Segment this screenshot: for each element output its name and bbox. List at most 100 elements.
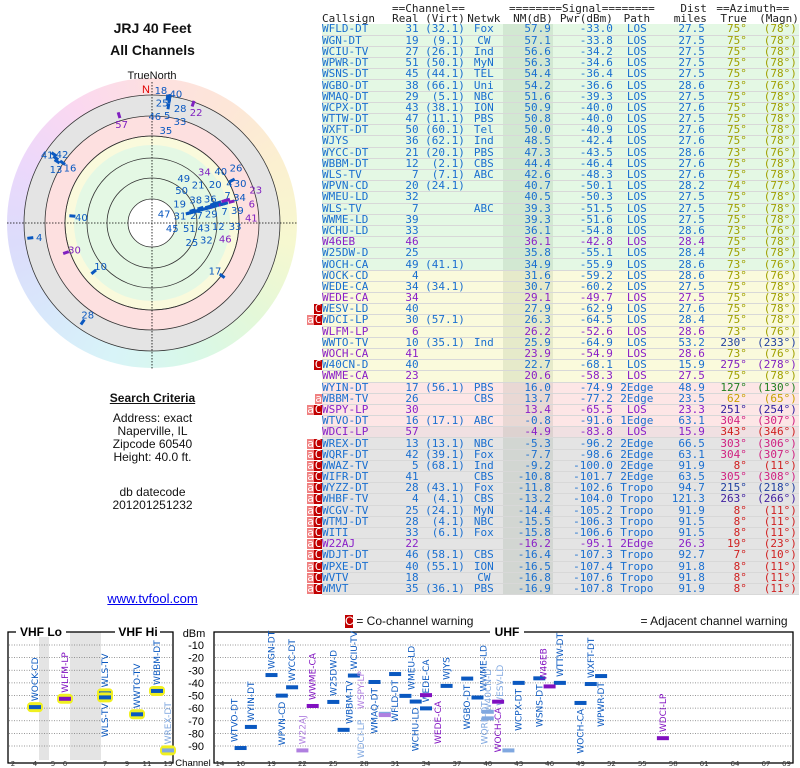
cell-pwr: -40.0: [552, 102, 613, 115]
station-row[interactable]: aC WTMJ-DT 28 (4.1) NBC -15.5 -106.3 Tropo 91.5 8…: [300, 516, 799, 528]
cell-pwr: -46.4: [552, 158, 613, 170]
station-row[interactable]: WPWR-DT 51 (50.1) MyN 56.3 -34.6 LOS 27.5 75° (78…: [300, 57, 799, 70]
station-row[interactable]: WOCH-CA 41 23.9 -54.9 LOS 28.6 73° (76°): [300, 348, 799, 361]
warning-marks: [300, 292, 322, 304]
warning-marks: [300, 326, 322, 338]
station-row[interactable]: WEDE-CA 34 (34.1) 30.7 -60.2 LOS 27.5 75° (78°): [300, 281, 799, 294]
station-row[interactable]: WEDE-CA 34 29.1 -49.7 LOS 27.5 75° (78°): [300, 292, 799, 305]
station-row[interactable]: WBBM-DT 12 (2.1) CBS 44.4 -46.4 LOS 27.6 75° (78°…: [300, 158, 799, 170]
station-row[interactable]: WCPX-DT 43 (38.1) ION 50.9 -40.0 LOS 27.6 75° (78…: [300, 102, 799, 115]
band-label-bg: [16, 625, 66, 637]
cell-path: Tropo: [612, 561, 661, 573]
cell-dist: 23.5: [660, 393, 707, 405]
station-row[interactable]: WTVO-DT 16 (17.1) ABC -0.8 -91.6 1Edge 63.1 304°…: [300, 415, 799, 428]
cell-m: (65°): [746, 393, 799, 405]
station-row[interactable]: WCIU-TV 27 (26.1) Ind 56.6 -34.2 LOS 27.5 75° (78…: [300, 46, 799, 59]
station-row[interactable]: WOCH-CA 49 (41.1) 34.9 -55.9 LOS 28.6 73° (76°): [300, 258, 799, 271]
cell-path: LOS: [612, 124, 661, 137]
station-row[interactable]: WSNS-DT 45 (44.1) TEL 54.4 -36.4 LOS 27.5 75° (78…: [300, 68, 799, 81]
station-row[interactable]: aC WHBF-TV 4 (4.1) CBS -13.2 -104.0 Tropo 121.3 2…: [300, 493, 799, 506]
tvfool-link[interactable]: www.tvfool.com: [107, 591, 198, 606]
cell-call: WEDE-CA: [322, 281, 392, 294]
cell-real: 40: [392, 303, 419, 316]
station-row[interactable]: aC WDJT-DT 46 (58.1) CBS -16.4 -107.3 Tropo 92.7…: [300, 549, 799, 562]
station-row[interactable]: a WBBM-TV 26 CBS 13.7 -77.2 2Edge 23.5 62° (65°): [300, 393, 799, 405]
station-row[interactable]: WPVN-CD 20 (24.1) 40.7 -50.1 LOS 28.2 74° (77°): [300, 180, 799, 193]
station-row[interactable]: aC WWAZ-TV 5 (68.1) Ind -9.2 -100.0 2Edge 91.9 8°…: [300, 460, 799, 473]
cell-m: (76°): [746, 326, 799, 338]
report-subtitle: All Channels: [110, 42, 195, 58]
station-row[interactable]: aC WITI 33 (6.1) Fox -15.8 -106.6 Tropo 91.5 8° (1…: [300, 527, 799, 540]
station-row[interactable]: WGBO-DT 38 (66.1) Uni 54.2 -36.6 LOS 28.6 73° (76…: [300, 79, 799, 92]
station-row[interactable]: WWME-LD 39 39.3 -51.6 LOS 27.5 75° (78°): [300, 214, 799, 226]
station-row[interactable]: aC WREX-DT 13 (13.1) NBC -5.3 -96.2 2Edge 66.5 30…: [300, 437, 799, 450]
cell-dist: 27.5: [660, 281, 707, 294]
warning-marks: [300, 24, 322, 36]
station-row[interactable]: aC WMVT 35 (36.1) PBS -16.9 -107.8 Tropo 91.9 8°(…: [300, 583, 799, 596]
polar-channel-label: 33: [174, 117, 187, 128]
station-row[interactable]: aC WPXE-DT 40 (55.1) ION -16.5 -107.4 Tropo 91.8…: [300, 561, 799, 573]
station-row[interactable]: WWME-CA 23 20.6 -58.3 LOS 27.5 75° (78°): [300, 370, 799, 383]
cell-m: (346°): [746, 426, 799, 439]
station-row[interactable]: WFLD-DT 31 (32.1) Fox 57.9 -33.0 LOS 27.5 75° (78…: [300, 24, 799, 36]
adjacent-warning-badge: a: [307, 404, 314, 416]
station-row[interactable]: aC WIFR-DT 41 CBS -10.8 -101.7 2Edge 63.5 305° (3…: [300, 471, 799, 484]
cell-path: 2Edge: [612, 382, 661, 394]
station-row[interactable]: aC WVTV 18 CW -16.8 -107.6 Tropo 91.8 8° (11°): [300, 572, 799, 584]
station-row[interactable]: aC W22AJ 22 -16.2 -95.1 2Edge 26.3 19° (23°): [300, 538, 799, 551]
cell-dist: 28.2: [660, 180, 707, 193]
cell-call: WLFM-LP: [322, 326, 392, 338]
cell-t: 230°: [706, 337, 747, 349]
station-row[interactable]: WLS-TV 7 (7.1) ABC 42.6 -48.3 LOS 27.6 75° (78°): [300, 169, 799, 182]
station-row[interactable]: WMEU-LD 32 40.5 -50.3 LOS 27.5 75° (78°): [300, 191, 799, 204]
station-signal-bar: [347, 673, 360, 678]
cell-pwr: -104.0: [552, 493, 613, 506]
station-row[interactable]: C WESV-LD 40 27.9 -62.9 LOS 27.6 75° (78°): [300, 303, 799, 316]
cell-path: LOS: [612, 426, 661, 439]
polar-channel-label: 16: [64, 164, 77, 175]
station-chart-label: WXFT-DT: [587, 637, 597, 678]
station-row[interactable]: WXFT-DT 50 (60.1) Tel 50.0 -40.9 LOS 27.6 75° (78…: [300, 124, 799, 137]
station-row[interactable]: WMAQ-DT 29 (5.1) NBC 51.6 -39.3 LOS 27.5 75° (78°…: [300, 91, 799, 103]
true-north-label: TrueNorth: [127, 70, 176, 82]
station-row[interactable]: C W40CN-D 40 22.7 -68.1 LOS 15.9 275° (278°): [300, 359, 799, 372]
polar-channel-label: 25: [156, 98, 169, 109]
polar-channel-label: 7: [221, 207, 227, 218]
station-row[interactable]: WCHU-LD 33 36.1 -54.8 LOS 28.6 73° (76°): [300, 225, 799, 238]
station-row[interactable]: WJYS 36 (62.1) Ind 48.5 -42.4 LOS 27.6 75° (78°): [300, 135, 799, 148]
warning-marks: aC: [300, 516, 322, 528]
polar-channel-label: 10: [94, 262, 107, 273]
azimuth-group-header: ==Azimuth==: [716, 4, 790, 14]
station-row[interactable]: aC WDCI-LP 30 (57.1) 26.3 -64.5 LOS 28.4 75° (78°…: [300, 314, 799, 327]
station-row[interactable]: aC WYZZ-DT 28 (43.1) Fox -11.8 -102.6 Tropo 94.7…: [300, 482, 799, 495]
cell-m: (130°): [746, 382, 799, 394]
station-row[interactable]: aC WCGV-TV 25 (24.1) MyN -14.4 -105.2 Tropo 91.9…: [300, 505, 799, 517]
cell-real: 19: [392, 35, 419, 47]
station-row[interactable]: WLS-TV 7 ABC 39.3 -51.5 LOS 27.5 75° (78°): [300, 203, 799, 215]
cell-m: (266°): [746, 493, 799, 506]
station-row[interactable]: WTTW-DT 47 (11.1) PBS 50.8 -40.0 LOS 27.5 75° (78…: [300, 113, 799, 126]
band-label-uhf: UHF: [495, 625, 520, 639]
cell-real: 35: [392, 583, 419, 596]
station-row[interactable]: W25DW-D 25 35.8 -55.1 LOS 28.4 75° (78°): [300, 247, 799, 260]
station-row[interactable]: WYIN-DT 17 (56.1) PBS 16.0 -74.9 2Edge 48.9 127°…: [300, 382, 799, 394]
station-row[interactable]: WYCC-DT 21 (20.1) PBS 47.3 -43.5 LOS 28.6 73° (76…: [300, 147, 799, 159]
station-row[interactable]: WGN-DT 19 (9.1) CW 57.1 -33.8 LOS 27.5 75° (78°): [300, 35, 799, 47]
station-row[interactable]: WOCK-CD 4 31.6 -59.2 LOS 28.6 73° (76°): [300, 270, 799, 282]
station-signal-bar: [481, 709, 494, 714]
station-row[interactable]: aC WSPY-LP 30 13.4 -65.5 LOS 23.3 251° (254°): [300, 404, 799, 417]
polar-channel-label: 27: [190, 211, 203, 222]
station-row[interactable]: WDCI-LP 57 -4.9 -83.8 LOS 15.9 343° (346°): [300, 426, 799, 439]
polar-channel-label: 28: [81, 311, 94, 322]
cell-net: CW: [464, 572, 503, 584]
station-row[interactable]: WLFM-LP 6 26.2 -52.6 LOS 28.6 73° (76°): [300, 326, 799, 338]
station-row[interactable]: aC WQRF-DT 42 (39.1) Fox -7.7 -98.6 2Edge 63.1 30…: [300, 449, 799, 461]
cell-path: LOS: [612, 24, 661, 36]
station-row[interactable]: W46EB 46 36.1 -42.8 LOS 28.4 75° (78°): [300, 236, 799, 249]
cell-real: 13: [392, 437, 419, 450]
cell-real: 40: [392, 561, 419, 573]
station-row[interactable]: WWTO-TV 10 (35.1) Ind 25.9 -64.9 LOS 53.2 230° (2…: [300, 337, 799, 349]
cell-virt: (56.1): [418, 382, 465, 394]
polar-station-mark: [53, 158, 61, 165]
cell-real: 25: [392, 505, 419, 517]
